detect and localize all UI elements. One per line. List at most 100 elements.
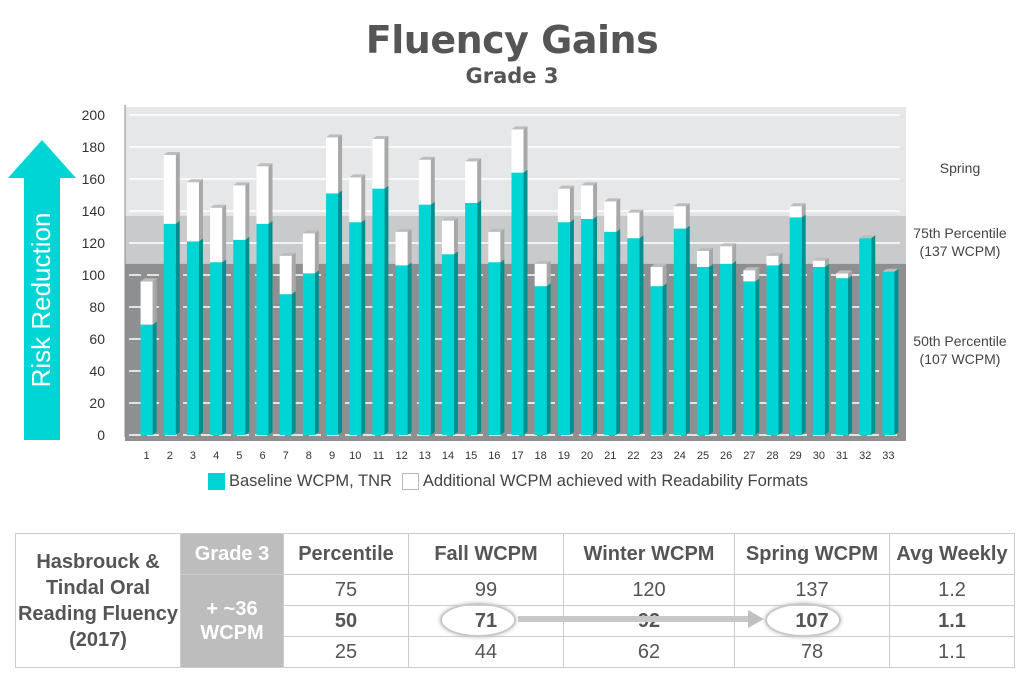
x-tick-label: 33 — [882, 450, 894, 462]
bar-top — [836, 270, 853, 274]
bar-top — [673, 203, 690, 207]
bar-additional — [557, 188, 570, 223]
bar-top — [557, 185, 574, 189]
bar-side-baseline — [639, 235, 644, 435]
y-tick-label: 80 — [89, 299, 105, 315]
cell: 137 — [734, 574, 890, 606]
bar-side-baseline — [848, 275, 853, 435]
bar-side-baseline — [407, 262, 412, 435]
bar-top — [441, 217, 458, 221]
bar-additional — [789, 206, 802, 218]
bar-top — [812, 257, 829, 261]
x-tick-label: 1 — [144, 450, 150, 462]
bar-top — [210, 204, 227, 208]
bar-side-additional — [453, 217, 458, 255]
bar-baseline — [836, 278, 849, 435]
x-tick-label: 32 — [859, 450, 871, 462]
header-percentile: Percentile — [283, 533, 409, 575]
bar-side-baseline — [569, 219, 574, 435]
cell: 62 — [563, 636, 735, 668]
x-tick-label: 6 — [259, 450, 265, 462]
y-tick-label: 100 — [82, 267, 106, 283]
x-tick-label: 7 — [283, 450, 289, 462]
legend-swatch-additional — [401, 473, 419, 490]
bar-baseline — [859, 238, 872, 435]
y-tick-label: 20 — [89, 395, 105, 411]
bar-side-additional — [430, 156, 435, 205]
bar-side-baseline — [801, 214, 806, 435]
risk-reduction-label: Risk Reduction — [26, 213, 56, 388]
bar-top — [743, 267, 760, 271]
bar-side-additional — [361, 174, 366, 223]
source-cell: Hasbrouck & Tindal Oral Reading Fluency … — [15, 533, 181, 668]
bar-additional — [766, 255, 779, 266]
bar-side-additional — [593, 182, 598, 219]
bar-baseline — [534, 286, 547, 435]
bar-additional — [696, 251, 709, 267]
bar-baseline — [627, 238, 640, 435]
bar-side-additional — [268, 163, 273, 224]
bar-additional — [302, 233, 315, 274]
bar-side-additional — [662, 264, 667, 287]
x-tick-label: 8 — [306, 450, 312, 462]
bar-top — [302, 230, 319, 234]
x-tick-label: 13 — [419, 450, 431, 462]
bar-top — [581, 182, 598, 186]
x-tick-label: 14 — [442, 450, 454, 462]
bar-additional — [812, 260, 825, 267]
bar-baseline — [673, 228, 686, 435]
bar-side-baseline — [430, 201, 435, 435]
bar-side-additional — [198, 179, 203, 242]
x-tick-label: 22 — [627, 450, 639, 462]
bar-baseline — [812, 267, 825, 435]
bar-additional — [465, 161, 478, 203]
bar-side-baseline — [338, 190, 343, 435]
bar-additional — [511, 129, 524, 173]
bar-baseline — [441, 254, 454, 435]
bar-top — [604, 198, 621, 202]
y-tick-label: 200 — [82, 107, 106, 123]
bar-side-baseline — [175, 220, 180, 435]
bar-top — [418, 156, 435, 160]
bar-side-baseline — [152, 321, 157, 435]
cell: 78 — [734, 636, 890, 668]
bar-side-additional — [755, 267, 760, 282]
bar-side-additional — [291, 252, 296, 295]
bar-additional — [673, 206, 686, 229]
bar-additional — [627, 212, 640, 239]
bar-side-baseline — [245, 236, 250, 435]
bar-top — [859, 235, 876, 239]
bar-side-baseline — [894, 268, 899, 435]
bar-side-baseline — [361, 219, 366, 435]
band-label-75th: 75th Percentile (137 WCPM) — [900, 224, 1020, 260]
legend-label-additional: Additional WCPM achieved with Readabilit… — [422, 472, 809, 490]
bar-side-baseline — [314, 270, 319, 435]
bar-baseline — [511, 172, 524, 435]
y-tick-label: 120 — [82, 235, 106, 251]
bar-additional — [743, 270, 756, 282]
bar-side-additional — [477, 158, 482, 203]
cell: 1.2 — [889, 574, 1015, 606]
bar-side-additional — [801, 203, 806, 218]
bar-side-baseline — [824, 264, 829, 435]
cell: 92 — [563, 605, 735, 637]
chart-title: Fluency Gains — [365, 18, 659, 62]
bar-top — [650, 264, 667, 267]
bar-additional — [418, 159, 431, 205]
bar-side-baseline — [523, 169, 528, 435]
bar-top — [186, 179, 203, 183]
bar-top — [163, 152, 180, 155]
x-tick-label: 9 — [329, 450, 335, 462]
x-tick-label: 23 — [650, 450, 662, 462]
x-tick-label: 4 — [213, 450, 219, 462]
cell: 50 — [283, 605, 409, 637]
chart-subtitle: Grade 3 — [465, 64, 559, 88]
bar-side-additional — [778, 252, 783, 266]
cell: 120 — [563, 574, 735, 606]
bar-side-additional — [222, 204, 227, 263]
x-tick-label: 21 — [604, 450, 616, 462]
legend-label-baseline: Baseline WCPM, TNR — [229, 472, 392, 490]
bar-side-additional — [639, 209, 644, 239]
bar-top — [395, 228, 412, 232]
bar-additional — [349, 177, 362, 223]
